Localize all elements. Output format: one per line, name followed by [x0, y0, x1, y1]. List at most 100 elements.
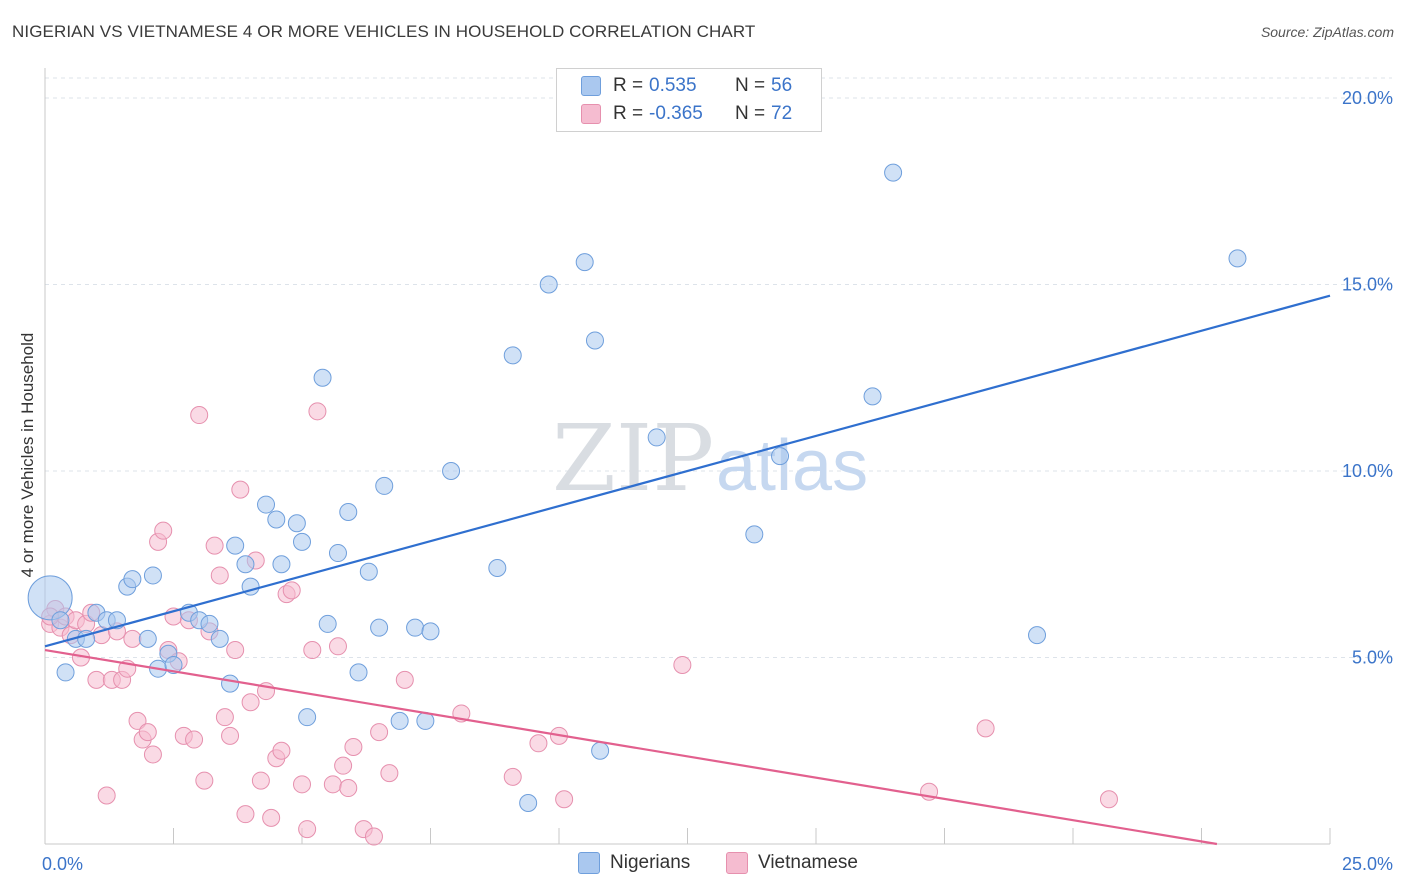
vietnamese-point [123, 629, 142, 648]
vietnamese-point [143, 745, 162, 764]
vietnamese-point [308, 402, 327, 421]
legend-swatch-pink [581, 104, 601, 124]
nigerians-point [488, 558, 507, 577]
vietnamese-point [339, 779, 358, 798]
vietnamese-point [555, 790, 574, 809]
nigerians-point [771, 447, 790, 466]
vietnamese-point [231, 480, 250, 499]
legend-r-value: 0.535 [649, 75, 697, 96]
nigerians-point [287, 514, 306, 533]
watermark: ZIP atlas [552, 405, 868, 512]
nigerians-point [138, 629, 157, 648]
nigerians-point [421, 622, 440, 641]
legend-item-nigerians[interactable]: Nigerians [578, 852, 690, 874]
nigerians-point [745, 525, 764, 544]
nigerians-point [236, 555, 255, 574]
nigerians-point [1028, 626, 1047, 645]
nigerians-point [406, 618, 425, 637]
watermark-atlas: atlas [716, 426, 868, 506]
nigerians-point [575, 253, 594, 272]
y-axis-label: 4 or more Vehicles in Household [18, 332, 37, 578]
nigerians-point [591, 741, 610, 760]
legend-r-value: -0.365 [649, 103, 703, 124]
vietnamese-point [380, 764, 399, 783]
nigerians-point [226, 536, 245, 555]
nigerians-point [267, 510, 286, 529]
axes [44, 68, 1331, 845]
vietnamese-point [97, 786, 116, 805]
vietnamese-point [215, 708, 234, 727]
vietnamese-point [293, 775, 311, 794]
vietnamese-point [673, 655, 692, 674]
nigerians-point [51, 611, 70, 630]
nigerians-point [349, 663, 368, 682]
legend-label-vietnamese: Vietnamese [758, 852, 858, 873]
legend-swatch-pink [726, 852, 748, 874]
vietnamese-point [154, 521, 173, 540]
nigerians-point [442, 462, 461, 480]
vietnamese-point [221, 726, 240, 745]
nigerians-point [164, 655, 183, 674]
legend-n-value: 56 [771, 75, 793, 96]
nigerians-point [503, 346, 522, 365]
vietnamese-point [185, 730, 204, 749]
series-legend: Nigerians Vietnamese [0, 850, 1406, 880]
y-tick-label: 10.0% [1342, 461, 1393, 481]
nigerians-point [585, 331, 604, 350]
legend-r-label: R = [613, 75, 644, 96]
nigerians-point [863, 387, 882, 406]
nigerians-point [27, 575, 73, 621]
trendlines [44, 294, 1331, 846]
vietnamese-point [251, 771, 270, 790]
vietnamese-point [195, 771, 214, 790]
nigerians-point [313, 368, 332, 387]
legend-swatch-blue [581, 76, 601, 96]
stats-legend: R = 0.535 N = 56 R = -0.365 N = 72 [556, 68, 822, 132]
vietnamese-point [236, 805, 255, 824]
nigerians-point [123, 570, 142, 589]
vietnamese-point [976, 719, 995, 738]
nigerians-point [647, 428, 666, 447]
vietnamese-point [334, 756, 353, 775]
nigerians-point [272, 555, 291, 574]
legend-item-vietnamese[interactable]: Vietnamese [726, 852, 858, 874]
vietnamese-point [298, 820, 317, 839]
nigerians-point [884, 163, 903, 182]
y-tick-label: 5.0% [1352, 648, 1393, 668]
nigerians-point [210, 629, 229, 648]
nigerians-point [318, 614, 337, 633]
vietnamese-point [395, 670, 414, 689]
vietnamese-point [370, 723, 389, 742]
vietnamese-point [282, 581, 301, 600]
nigerians-point [143, 566, 162, 585]
nigerians-point [200, 614, 219, 633]
vietnamese-point [323, 775, 342, 794]
source-credit: Source: ZipAtlas.com [1260, 24, 1394, 40]
nigerians-point [221, 674, 240, 693]
nigerians-point [257, 495, 276, 514]
vietnamese-point [303, 641, 322, 660]
vietnamese-point [364, 827, 383, 846]
vietnamese-point [205, 536, 224, 555]
vietnamese-point [138, 723, 157, 742]
y-tick-label: 15.0% [1342, 275, 1393, 295]
nigerians-point [359, 562, 378, 581]
vietnamese-point [1099, 790, 1118, 809]
nigerians-point [298, 708, 317, 727]
legend-label-nigerians: Nigerians [610, 852, 691, 873]
y-tick-label: 20.0% [1342, 88, 1393, 108]
legend-n-value: 72 [771, 103, 793, 124]
legend-swatch-blue [578, 852, 600, 874]
legend-r-label: R = [613, 103, 644, 124]
vietnamese-point [344, 738, 363, 757]
nigerians-trendline [44, 294, 1331, 648]
nigerians-point [1228, 249, 1247, 268]
nigerians-point [56, 663, 75, 682]
nigerians-point [390, 711, 409, 730]
vietnamese-point [272, 741, 291, 760]
legend-n-label: N = [735, 75, 766, 96]
nigerians-point [539, 275, 558, 294]
legend-n-label: N = [735, 103, 766, 124]
vietnamese-trendline [44, 648, 1218, 846]
